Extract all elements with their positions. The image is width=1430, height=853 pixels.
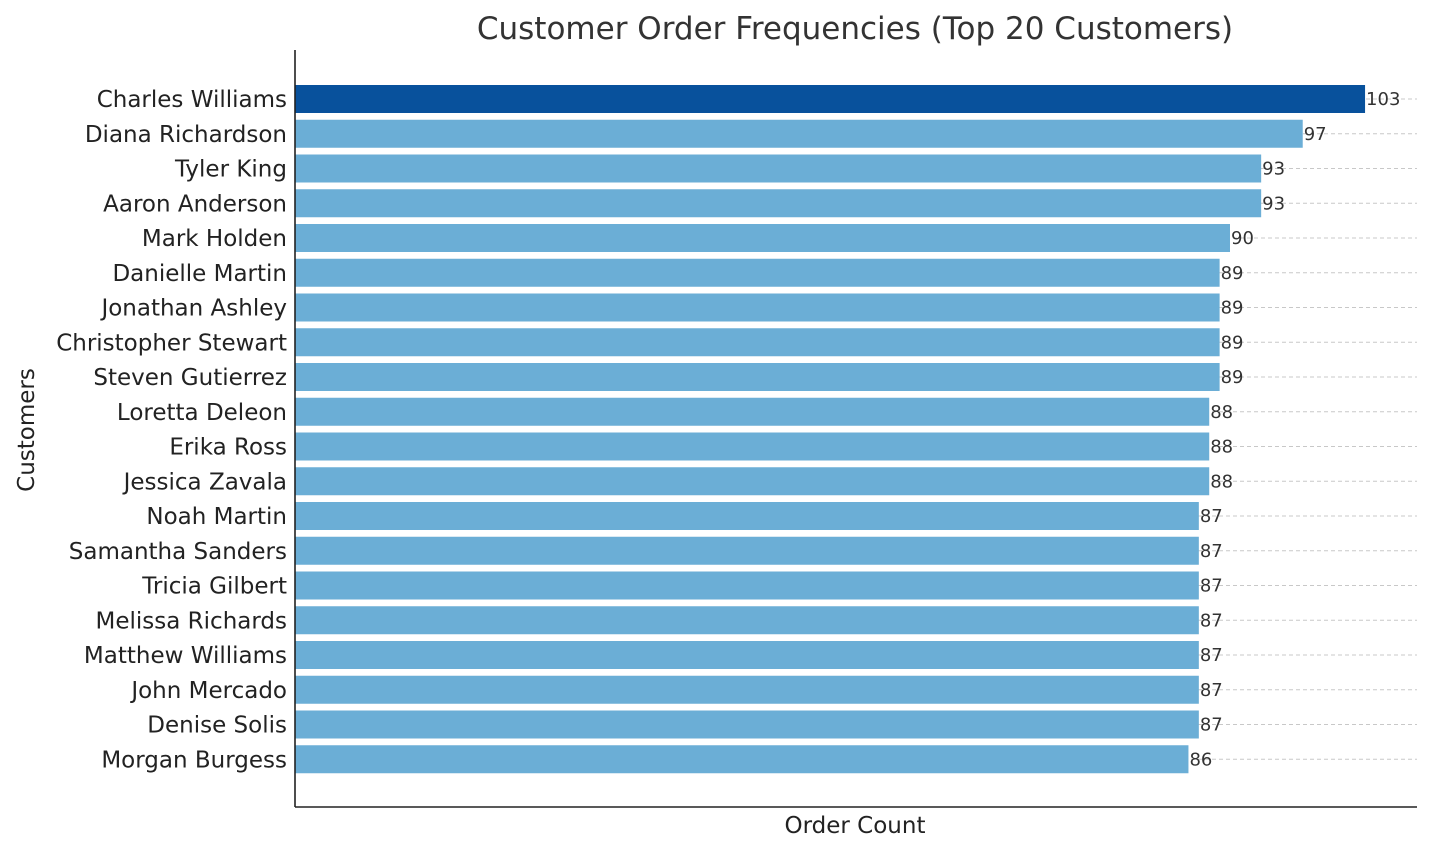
bar: [295, 119, 1303, 148]
y-tick-label: Christopher Stewart: [56, 330, 287, 356]
bar-value-label: 87: [1200, 541, 1223, 562]
bar: [295, 397, 1210, 426]
bar-value-label: 93: [1262, 193, 1285, 214]
bar-value-label: 89: [1221, 332, 1244, 353]
bar: [295, 258, 1220, 287]
bars: [295, 85, 1366, 774]
bar: [295, 154, 1262, 183]
bar-value-label: 87: [1200, 645, 1223, 666]
bar: [295, 502, 1199, 530]
bar-value-label: 86: [1189, 749, 1212, 770]
bar: [295, 432, 1210, 461]
y-tick-label: Charles Williams: [97, 87, 287, 113]
bar: [295, 85, 1366, 113]
bar-value-label: 89: [1221, 263, 1244, 284]
y-tick-label: Danielle Martin: [112, 261, 287, 287]
bar-value-label: 87: [1200, 715, 1223, 736]
y-tick-label: Diana Richardson: [85, 122, 287, 148]
y-tick-label: Samantha Sanders: [69, 539, 287, 565]
y-tick-label: Tyler King: [174, 157, 287, 183]
y-tick-label: Noah Martin: [146, 504, 287, 530]
y-tick-labels: Charles Williams Diana Richardson Tyler Ki…: [56, 87, 287, 773]
y-tick-label: Steven Gutierrez: [93, 365, 287, 391]
y-tick-label: Erika Ross: [169, 435, 287, 461]
y-tick-label: Tricia Gilbert: [141, 574, 287, 600]
bar: [295, 293, 1220, 322]
value-labels: 103 97 93 93 90 89 89 89 89 88 88 88 87 87 87 87 87 87 87 8…: [1189, 89, 1400, 770]
bar-value-label: 97: [1304, 124, 1327, 145]
bar: [295, 467, 1210, 496]
bar-value-label: 88: [1210, 471, 1233, 492]
y-tick-label: Jessica Zavala: [122, 469, 287, 495]
bar-value-label: 93: [1262, 159, 1285, 180]
y-tick-label: Matthew Williams: [84, 643, 287, 669]
bar-value-label: 88: [1210, 437, 1233, 458]
y-tick-label: Aaron Anderson: [103, 191, 287, 217]
bar: [295, 328, 1220, 357]
bar: [295, 363, 1220, 391]
bar: [295, 189, 1262, 218]
y-tick-label: Melissa Richards: [96, 608, 287, 634]
bar-value-label: 87: [1200, 576, 1223, 597]
bar: [295, 536, 1199, 565]
y-tick-label: Jonathan Ashley: [99, 296, 287, 322]
y-tick-label: Loretta Deleon: [117, 400, 287, 426]
bar: [295, 606, 1199, 635]
y-tick-label: Morgan Burgess: [101, 747, 287, 773]
bar: [295, 571, 1199, 600]
y-axis-label: Customers: [14, 368, 40, 492]
bar-value-label: 87: [1200, 680, 1223, 701]
bar: [295, 675, 1199, 704]
bar-value-label: 90: [1231, 228, 1254, 249]
bar-value-label: 89: [1221, 367, 1244, 388]
bar-value-label: 87: [1200, 506, 1223, 527]
bar-value-label: 88: [1210, 402, 1233, 423]
bar-value-label: 89: [1221, 298, 1244, 319]
bar-value-label: 103: [1366, 89, 1400, 110]
y-tick-label: Mark Holden: [142, 226, 287, 252]
bar: [295, 745, 1189, 774]
bar: [295, 641, 1199, 669]
y-tick-label: John Mercado: [129, 678, 287, 704]
bar: [295, 224, 1230, 252]
x-axis-label: Order Count: [785, 813, 926, 839]
chart-title: Customer Order Frequencies (Top 20 Custo…: [477, 11, 1233, 47]
y-tick-label: Denise Solis: [147, 713, 287, 739]
bar-value-label: 87: [1200, 610, 1223, 631]
bar: [295, 710, 1199, 739]
